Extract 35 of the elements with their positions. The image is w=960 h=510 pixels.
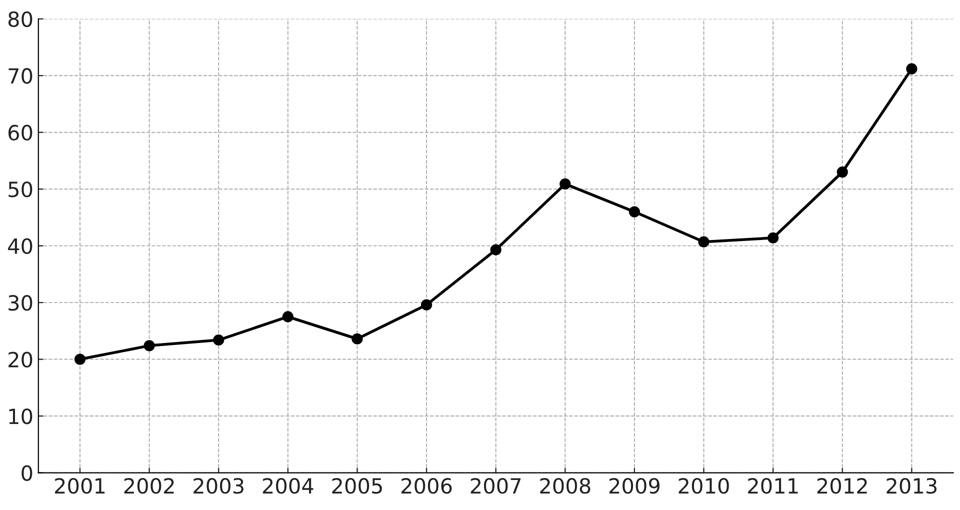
point xyxy=(490,244,502,256)
x-tick-label: 2012 xyxy=(817,478,867,494)
point xyxy=(282,311,294,322)
x-tick-label: 2001 xyxy=(55,478,105,494)
point xyxy=(628,206,640,218)
point xyxy=(144,340,155,352)
x-tick-label: 2010 xyxy=(678,478,729,494)
y-tick-label: 60 xyxy=(8,124,32,141)
point xyxy=(698,236,710,248)
x-tick-label: 2007 xyxy=(470,478,521,494)
y-tick-label: 10 xyxy=(9,408,32,424)
y-tick-label: 70 xyxy=(8,68,32,84)
y-tick-label: 0 xyxy=(22,465,32,481)
x-tick-label: 2006 xyxy=(402,478,452,494)
y-tick-label: 30 xyxy=(8,295,32,311)
point xyxy=(560,178,571,190)
y-tick-label: 20 xyxy=(8,352,32,368)
x-tick-label: 2008 xyxy=(540,478,590,494)
point xyxy=(768,232,779,244)
x-tick-label: 2009 xyxy=(609,478,660,494)
x-tick-label: 2004 xyxy=(262,478,314,494)
point xyxy=(836,166,848,178)
x-tick-label: 2002 xyxy=(124,478,174,494)
point xyxy=(213,334,224,346)
point xyxy=(74,354,86,365)
y-tick-label: 50 xyxy=(8,182,32,198)
y-tick-label: 40 xyxy=(8,238,32,254)
point xyxy=(906,63,918,74)
x-tick-label: 2003 xyxy=(194,478,244,494)
point xyxy=(352,333,363,344)
y-tick-label: 80 xyxy=(8,11,32,28)
x-tick-label: 2013 xyxy=(886,478,937,494)
point xyxy=(420,299,432,310)
x-tick-label: 2005 xyxy=(332,478,382,494)
x-tick-label: 2011 xyxy=(748,478,798,494)
